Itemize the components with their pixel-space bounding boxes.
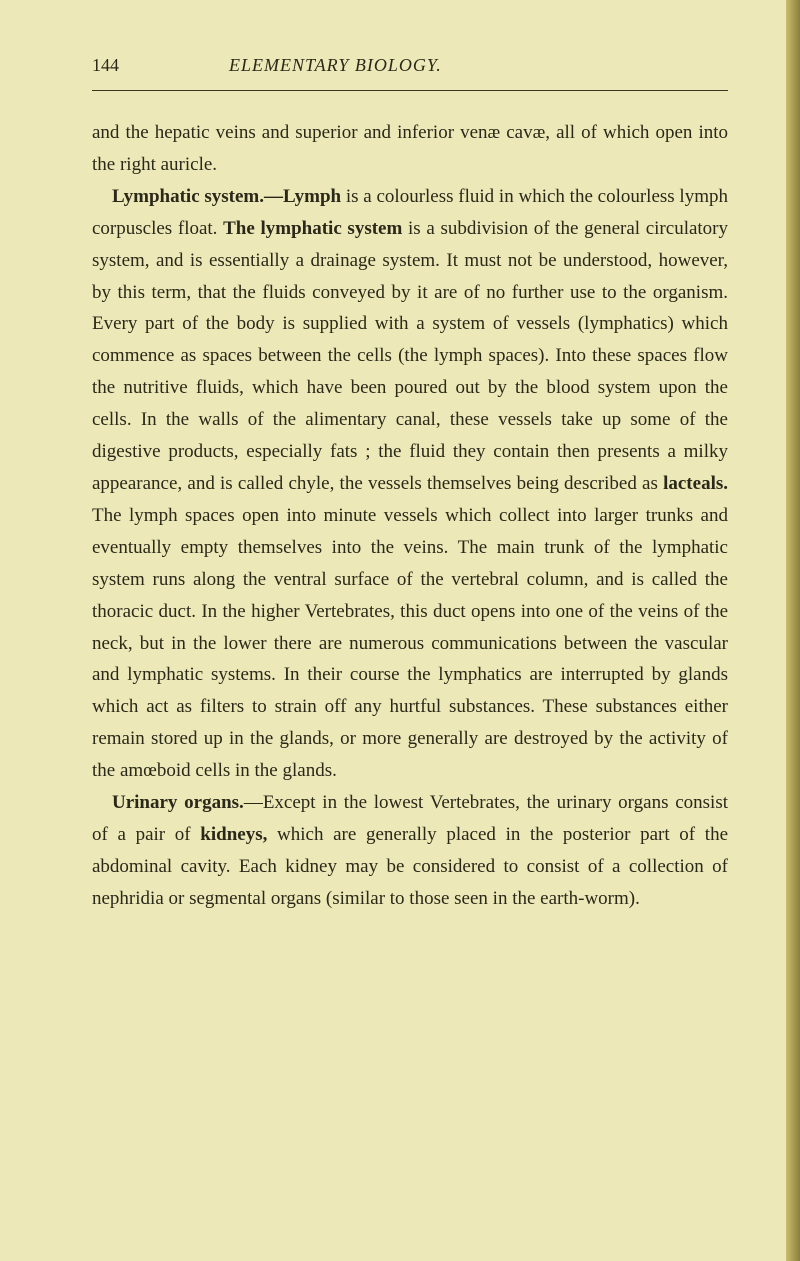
book-page: 144 ELEMENTARY BIOLOGY. and the hepatic …: [0, 0, 800, 975]
paragraph-2-heading: Lymphatic system.—Lymph: [112, 186, 341, 207]
page-header: 144 ELEMENTARY BIOLOGY.: [92, 55, 728, 76]
paragraph-2: Lymphatic system.—Lymph is a colourless …: [92, 181, 728, 787]
paragraph-3-heading: Urinary organs.: [112, 792, 244, 813]
running-title: ELEMENTARY BIOLOGY.: [229, 55, 442, 76]
paragraph-3: Urinary organs.—Except in the lowest Ver…: [92, 787, 728, 915]
header-divider: [92, 90, 728, 91]
paragraph-2-bold-term: The lymphatic system: [223, 218, 402, 239]
page-number: 144: [92, 55, 119, 76]
paragraph-2-text-c: The lymph spaces open into minute vessel…: [92, 505, 728, 781]
paragraph-1: and the hepatic veins and superior and i…: [92, 117, 728, 181]
page-edge-shadow: [786, 0, 800, 1261]
paragraph-2-text-b: is a subdivision of the general circulat…: [92, 218, 728, 494]
paragraph-2-bold-term-2: lacteals.: [663, 473, 728, 494]
paragraph-3-bold-term: kidneys,: [200, 824, 267, 845]
paragraph-1-text: and the hepatic veins and superior and i…: [92, 122, 728, 175]
body-text: and the hepatic veins and superior and i…: [92, 117, 728, 915]
